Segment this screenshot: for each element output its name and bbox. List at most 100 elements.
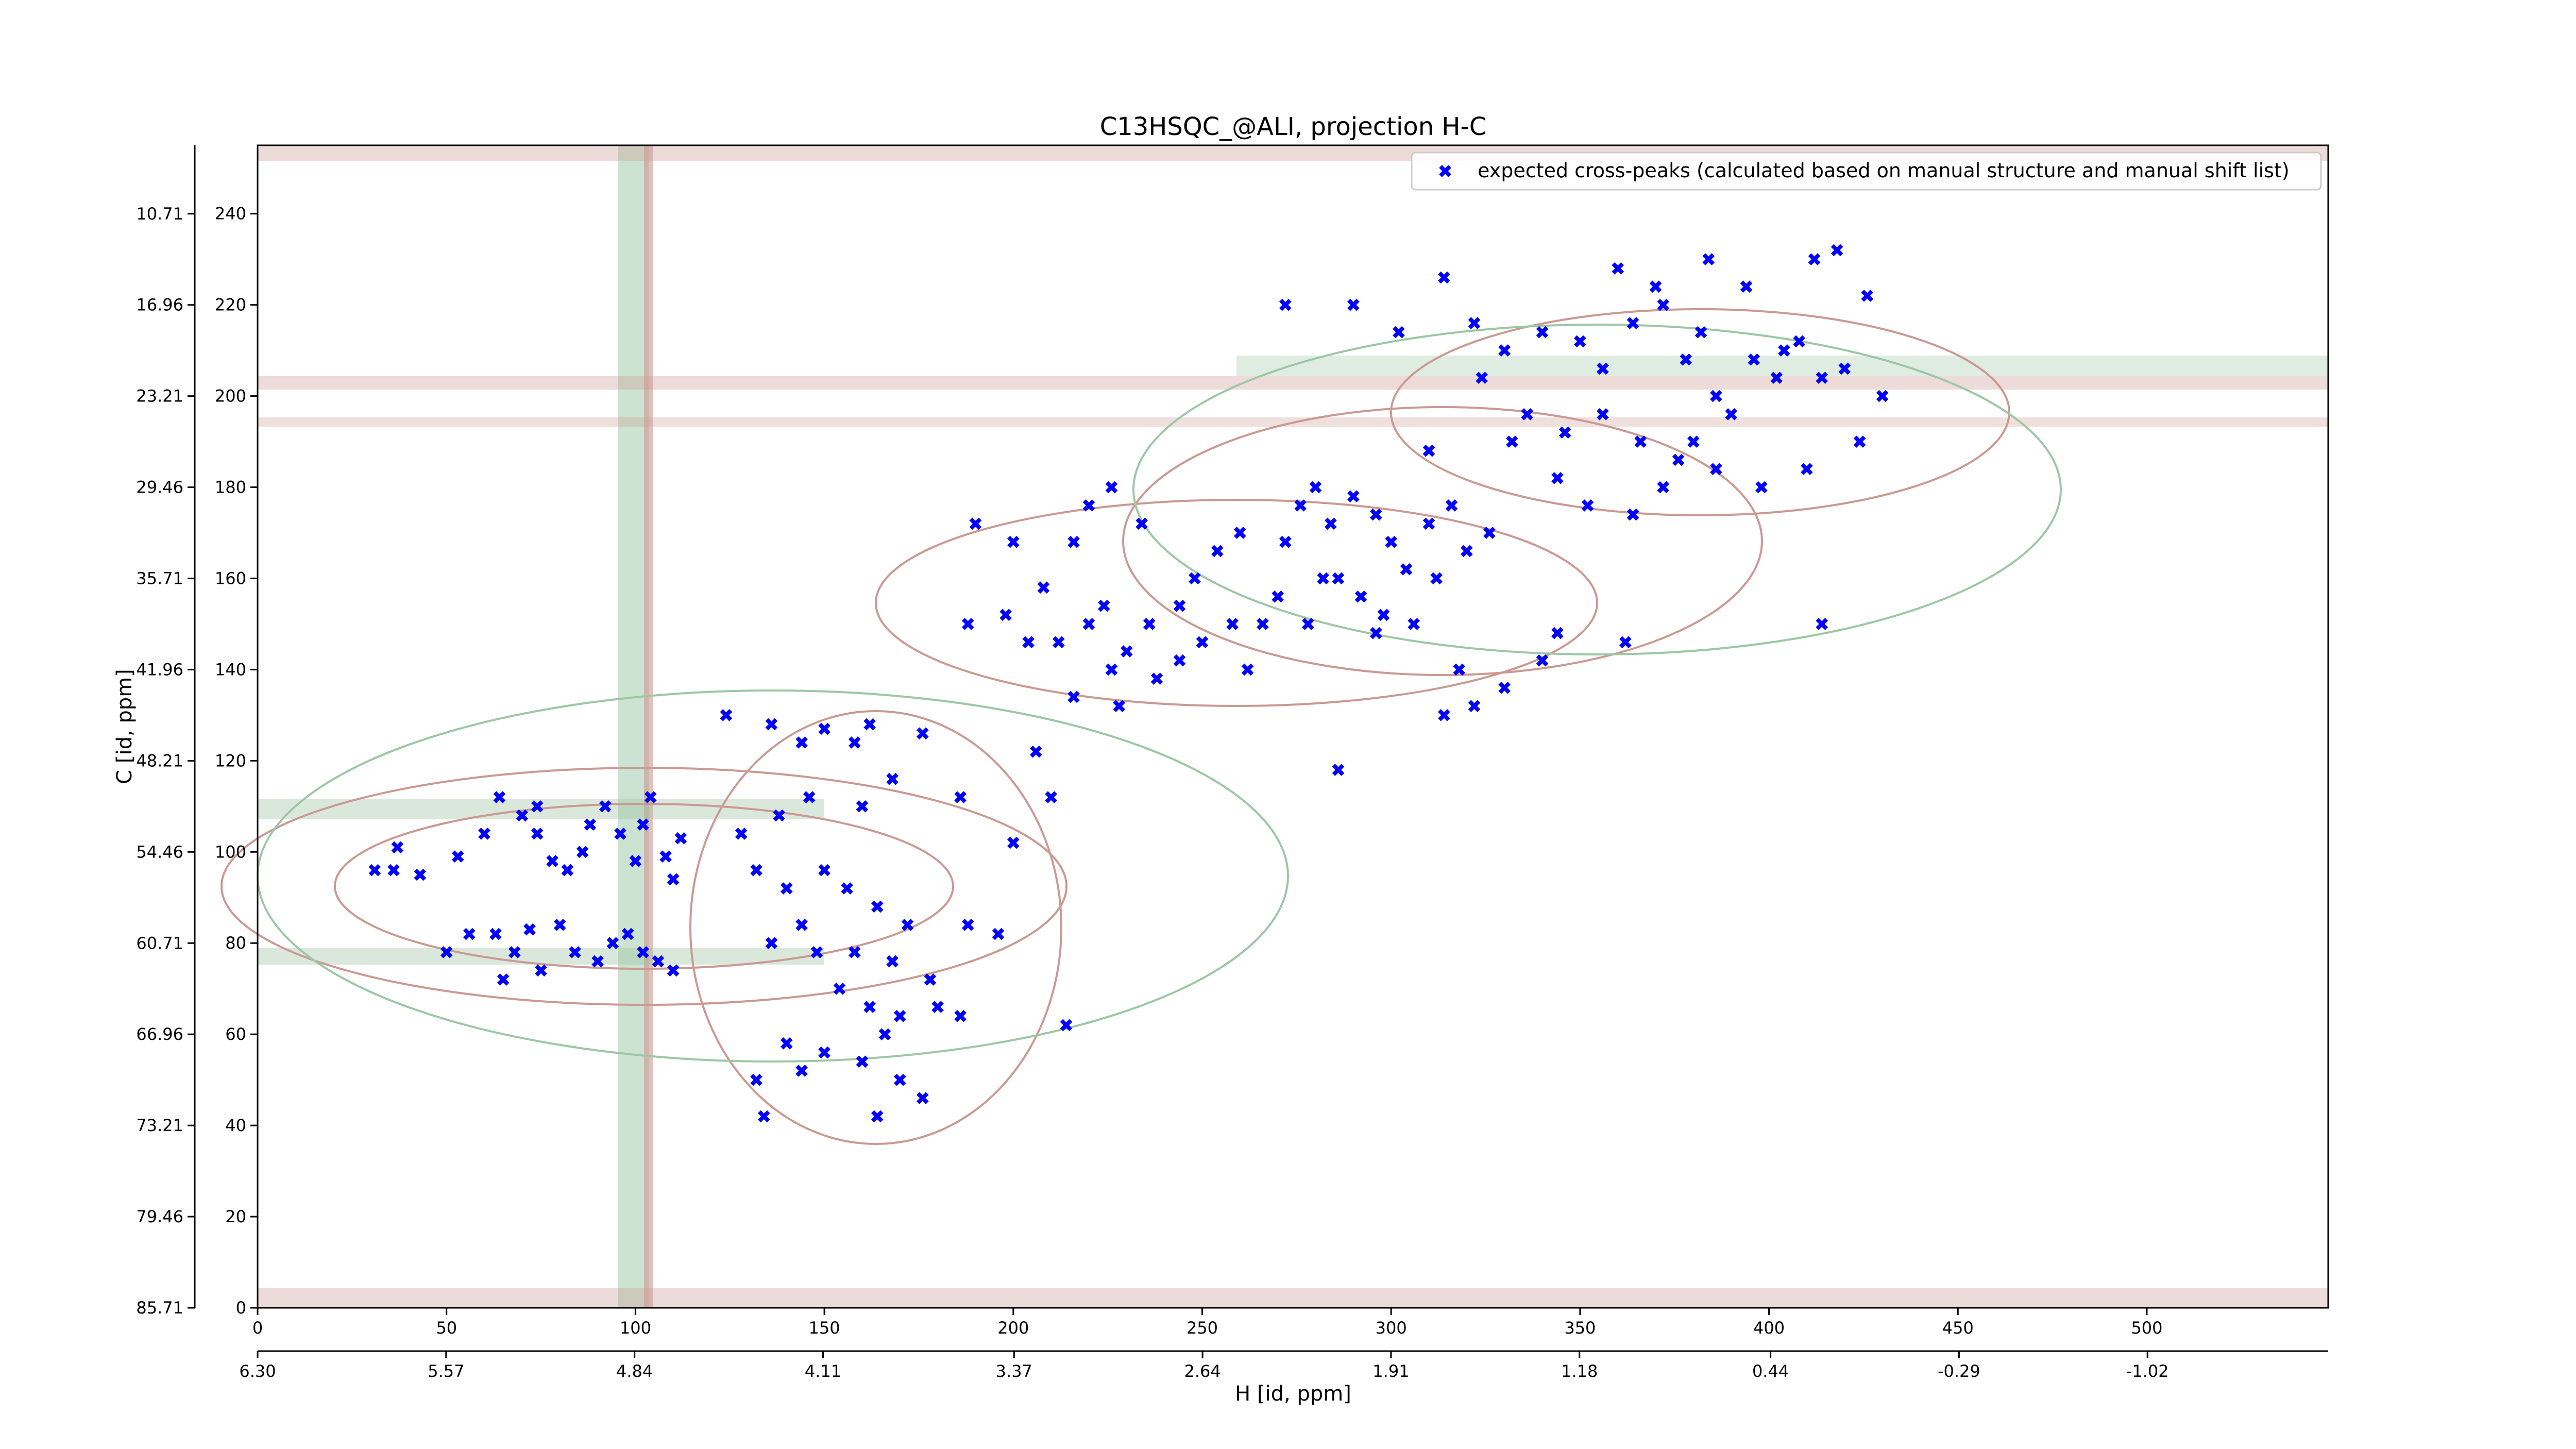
cross-peak [856,1055,869,1068]
y2-tick-label: 54.46 [136,842,183,862]
cross-peak [1702,253,1715,266]
y-axis-label: C [id, ppm] [113,669,137,784]
y2-tick-label: 48.21 [136,751,183,770]
cross-peak [391,841,404,854]
cross-peak [614,828,626,840]
cross-peak [1097,599,1110,612]
y2-tick-label: 66.96 [136,1024,183,1044]
cross-peak [1838,362,1851,375]
cross-peak [1483,527,1496,539]
cross-peak [1634,435,1647,448]
x2-tick-label: 5.57 [428,1361,464,1381]
cross-peak [637,946,649,958]
cross-peak [1173,599,1186,612]
cross-peak [1619,636,1632,649]
cross-peak [1045,791,1057,803]
cross-peak [780,882,793,895]
y2-tick-label: 85.71 [136,1298,183,1318]
x2-tick-label: 1.91 [1372,1361,1409,1381]
x-tick-label: 0 [252,1318,263,1338]
contour-background [221,145,2328,1308]
cross-peak [1173,654,1186,667]
cross-peak [1574,335,1586,348]
chart-title: C13HSQC_@ALI, projection H-C [1100,112,1487,141]
cross-peak [1022,636,1035,649]
cross-peak [1793,335,1806,348]
cross-peak [1422,517,1435,530]
cross-peak [1325,517,1337,530]
cross-peak [1226,618,1239,630]
cross-peak [493,791,506,803]
cross-peak [1740,280,1753,293]
x-tick-label: 100 [620,1318,651,1338]
y-tick-label: 180 [215,478,246,497]
cross-peak [810,946,823,958]
cross-peak [795,736,808,749]
cross-peak [1052,636,1065,649]
cross-peak [795,919,808,931]
cross-peak [893,1009,906,1022]
cross-peak [1626,317,1639,329]
cross-peak [1294,499,1307,512]
cross-peak [735,828,748,840]
cross-peak [878,1028,891,1041]
x-axis-label: H [id, ppm] [1235,1382,1351,1406]
cross-peak [720,709,733,721]
cross-peak [1332,572,1345,585]
cross-peak [1551,472,1564,484]
cross-peak [863,718,876,731]
cross-peak [1385,535,1398,548]
cross-peak [489,928,502,940]
y2-tick-label: 29.46 [136,478,183,497]
cross-peak [637,818,649,831]
cross-peak [1778,344,1790,357]
cross-peak [1694,326,1707,339]
cross-peak [387,864,400,877]
cross-peak [599,800,612,813]
cross-peak [667,964,680,977]
x-tick-label: 150 [809,1318,840,1338]
cross-peak [1029,745,1042,758]
cross-peak [916,1092,929,1104]
cross-peak [1037,581,1050,594]
legend-marker [1439,165,1451,177]
cross-peak [1060,1019,1073,1032]
cross-peak [1853,435,1866,448]
cross-peak [591,955,604,968]
cross-peak [1400,563,1413,576]
cross-peak [1393,326,1405,339]
cross-peak [841,882,853,895]
cross-peak [1150,672,1163,685]
cross-peak [780,1037,793,1050]
cross-peak [606,937,619,950]
cross-peak [773,809,785,822]
cross-peak [1672,453,1685,466]
cross-peak [1279,535,1292,548]
cross-peak [531,800,544,813]
y2-tick-label: 73.21 [136,1116,183,1135]
cross-peak [1422,444,1435,457]
cross-peak [569,946,581,958]
cross-peak [969,517,982,530]
cross-peak [1082,618,1095,630]
cross-peak [674,832,687,845]
cross-peak [553,919,566,931]
cross-peak [1506,435,1518,448]
cross-peak [1241,663,1254,676]
plot-frame [257,144,2329,1309]
cross-peak [757,1110,770,1123]
cross-peak [463,928,476,940]
cross-peak [1332,764,1345,776]
cross-peak [1498,344,1511,357]
cross-peak [1468,317,1481,329]
cross-peak [621,928,634,940]
x2-tick-label: 1.18 [1561,1361,1598,1381]
cross-peak [1476,372,1488,384]
cross-peak [1408,618,1420,630]
cross-peak [893,1073,906,1086]
y-tick-label: 40 [225,1116,246,1135]
cross-peak [1468,700,1481,713]
cross-peak [478,828,490,840]
cross-peak [1755,481,1768,494]
cross-peak [516,809,529,822]
